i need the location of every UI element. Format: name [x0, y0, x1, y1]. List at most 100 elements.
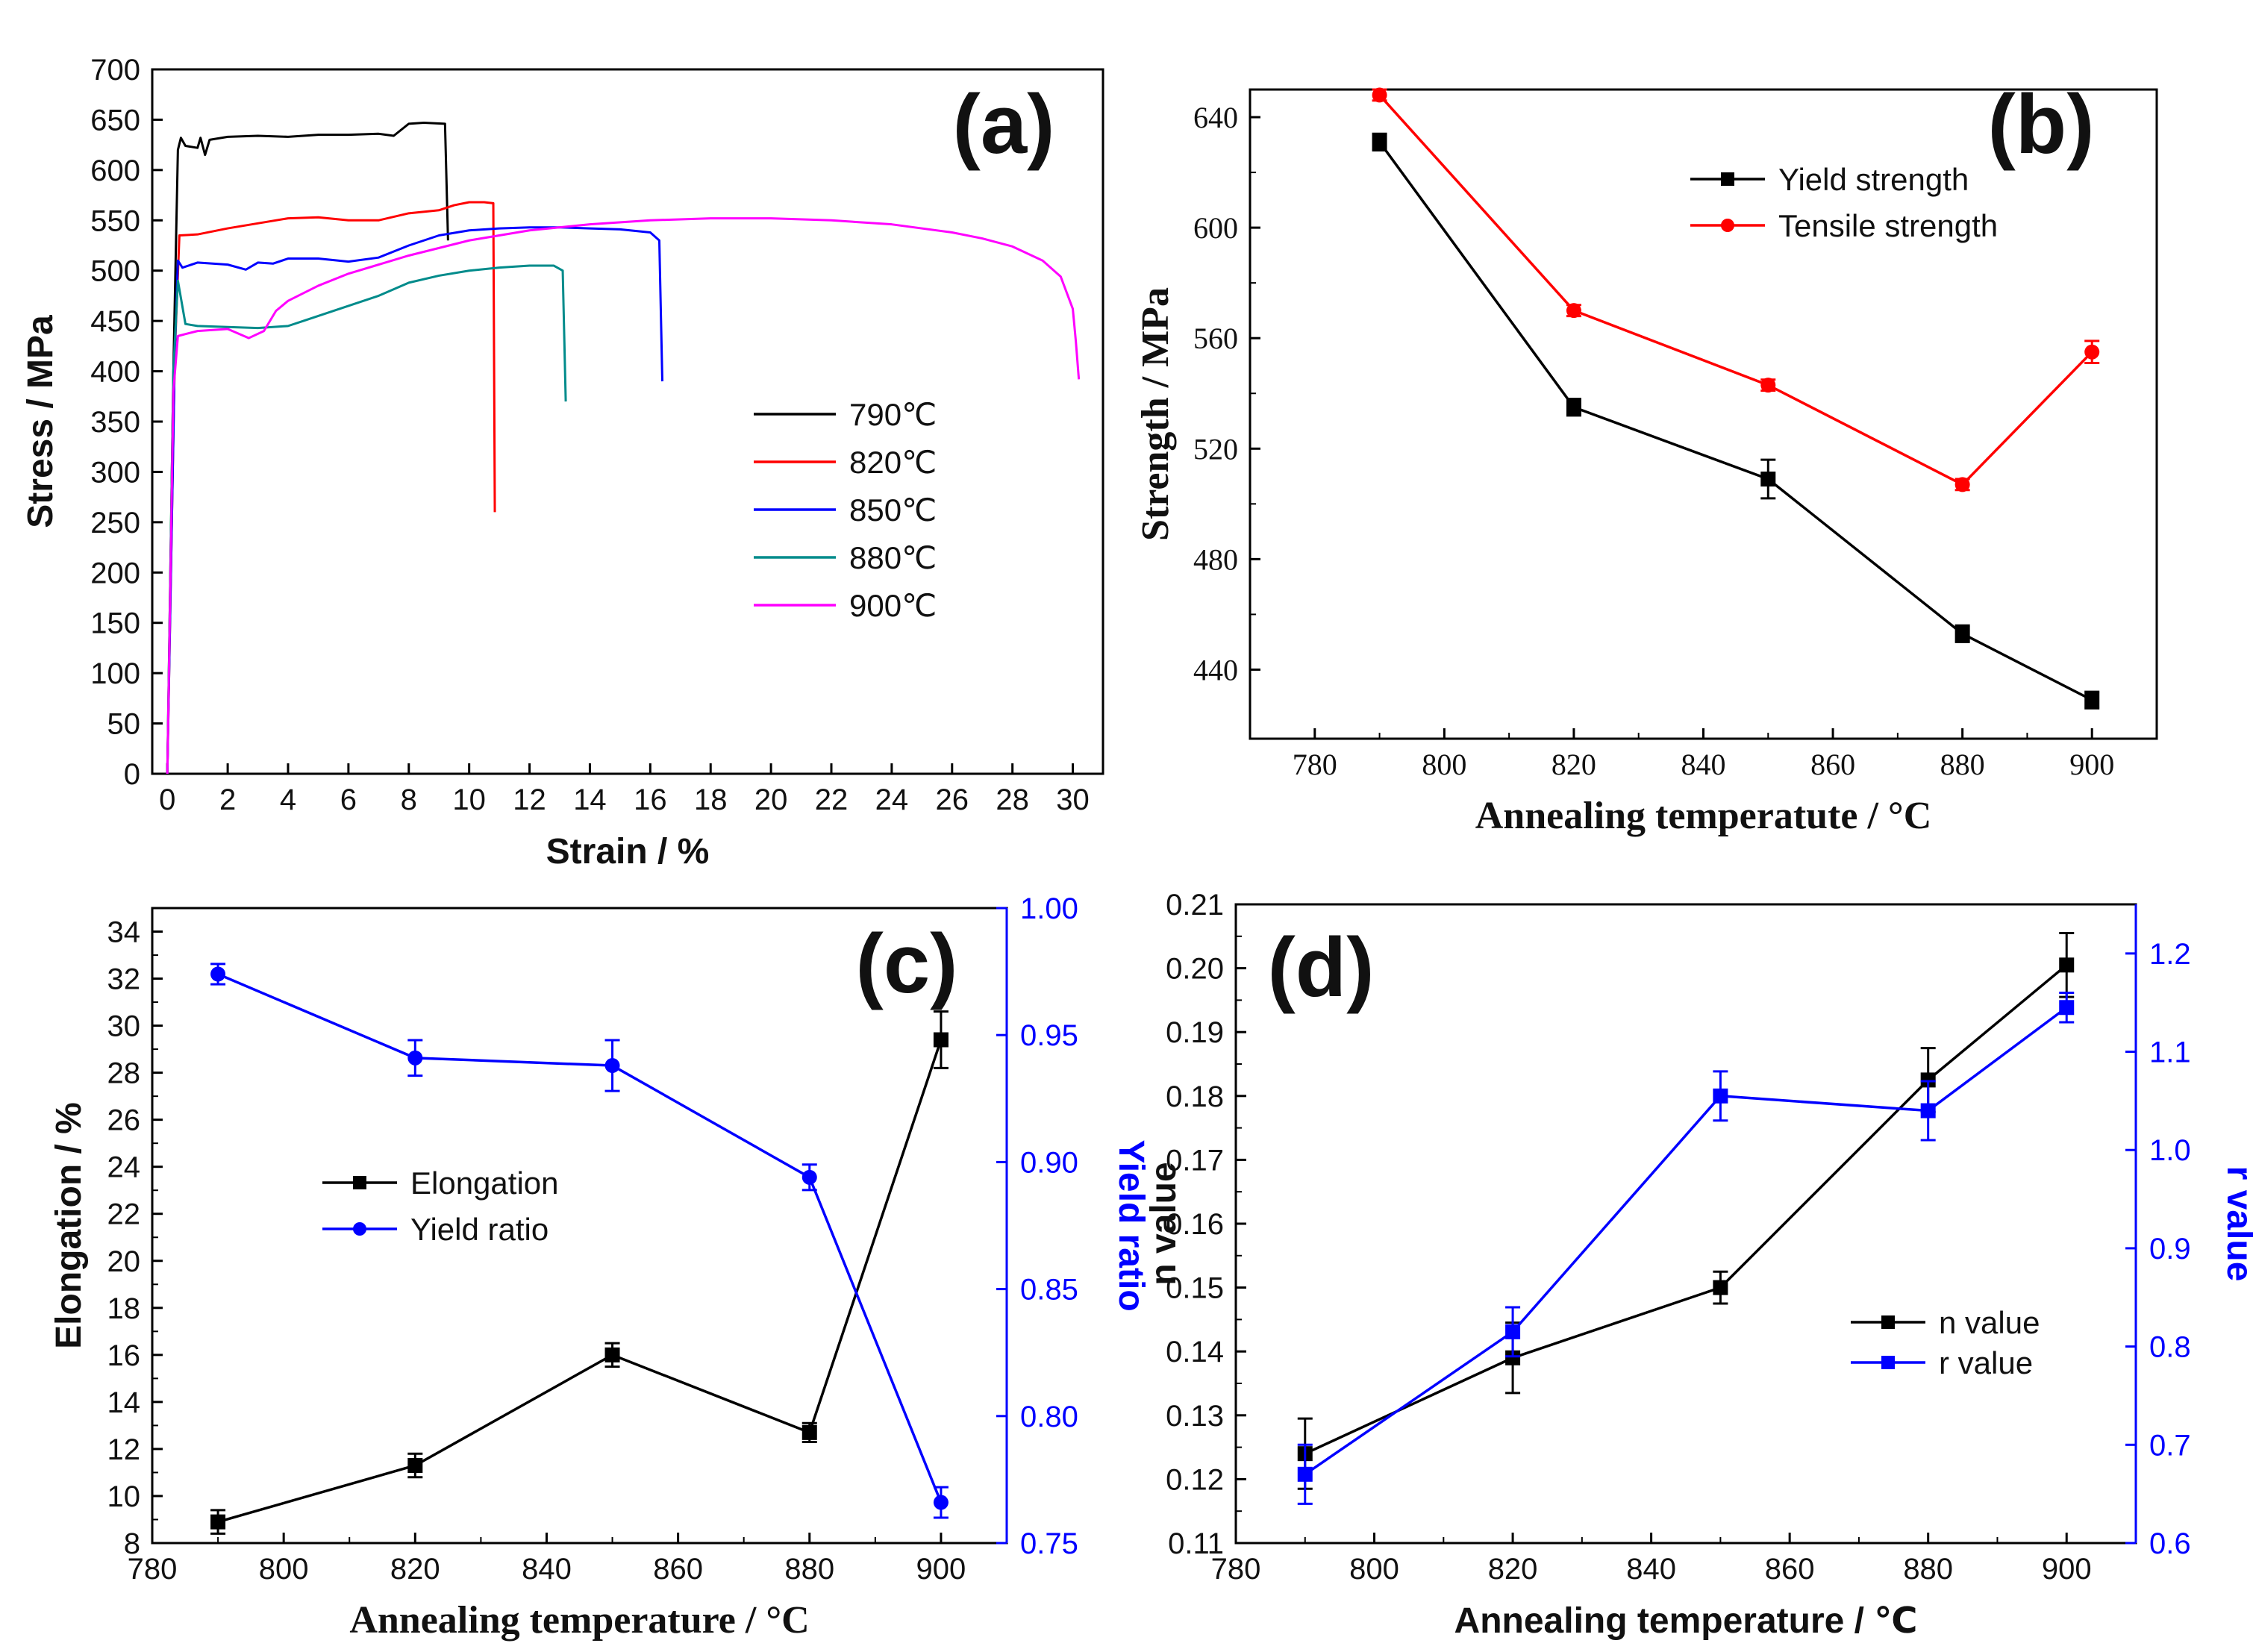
- x-tick-label: 24: [875, 783, 909, 816]
- x-tick-label: 780: [128, 1553, 178, 1586]
- y-tick-label: 12: [107, 1433, 141, 1466]
- y-right-tick-label: 0.6: [2149, 1527, 2191, 1560]
- x-tick-label: 2: [219, 783, 236, 816]
- data-point: [1713, 1088, 1728, 1104]
- x-tick-label: 820: [1488, 1553, 1538, 1586]
- data-point: [2084, 692, 2100, 708]
- y-axis-title: Strength / MPa: [1134, 287, 1177, 541]
- legend-entry-label: 900℃: [849, 588, 937, 623]
- legend-entry-label: r value: [1939, 1345, 2033, 1380]
- legend-entry-label: 820℃: [849, 445, 937, 480]
- legend-entry-label: 790℃: [849, 397, 937, 432]
- x-tick-label: 16: [634, 783, 667, 816]
- data-point: [1920, 1072, 1936, 1088]
- legend-entry-label: Yield ratio: [410, 1212, 549, 1247]
- series-line-5: [166, 217, 1081, 775]
- y-right-tick-label: 0.90: [1020, 1146, 1078, 1179]
- y-right-tick-label: 1.0: [2149, 1134, 2191, 1167]
- y-axis-title: Stress / MPa: [21, 315, 60, 528]
- legend-entry-label: n value: [1939, 1305, 2040, 1340]
- y-tick-label: 28: [107, 1057, 141, 1090]
- y-tick-label: 22: [107, 1198, 141, 1231]
- data-point: [2059, 957, 2075, 973]
- y-tick-label: 0.11: [1168, 1527, 1224, 1560]
- y-right-tick-label: 0.7: [2149, 1429, 2191, 1462]
- y-tick-label: 600: [1193, 211, 1238, 245]
- panel-b-strength: 780 800 820 840 860 880 900 440 480 520 560 600 640 A…: [1134, 78, 2158, 837]
- x-tick-label: 840: [1681, 748, 1726, 781]
- x-tick-label: 820: [1552, 748, 1596, 781]
- data-point: [933, 1495, 949, 1510]
- x-tick-label: 4: [280, 783, 296, 816]
- x-tick-label: 14: [573, 783, 607, 816]
- y-right-tick-label: 0.85: [1020, 1274, 1078, 1307]
- x-axis-title: Annealing temperature / °C: [349, 1599, 809, 1642]
- y-tick-label: 0.12: [1166, 1463, 1224, 1496]
- x-axis-title: Strain / %: [546, 832, 710, 872]
- data-point: [1954, 626, 1970, 642]
- data-point: [1954, 477, 1970, 492]
- data-point: [407, 1050, 423, 1066]
- y-tick-label: 400: [90, 356, 140, 389]
- data-point: [1297, 1466, 1313, 1482]
- x-tick-label: 840: [1626, 1553, 1676, 1586]
- y-tick-label: 32: [107, 963, 141, 996]
- x-tick-label: 880: [1940, 748, 1985, 781]
- x-tick-label: 18: [694, 783, 728, 816]
- y-right-axis-title: r value: [2219, 1166, 2253, 1282]
- x-tick-label: 10: [452, 783, 486, 816]
- data-point: [1505, 1350, 1521, 1365]
- data-point: [1760, 378, 1776, 393]
- plot-frame: [1249, 88, 2158, 740]
- y-tick-label: 0.15: [1166, 1272, 1224, 1305]
- data-point: [604, 1058, 620, 1074]
- data-point: [933, 1032, 949, 1048]
- legend-marker: [353, 1176, 366, 1189]
- data-point: [1566, 399, 1581, 415]
- y-tick-label: 14: [107, 1386, 141, 1419]
- y-tick-label: 480: [1193, 542, 1238, 576]
- y-axis-title: Elongation / %: [49, 1102, 89, 1349]
- x-tick-label: 880: [1903, 1553, 1953, 1586]
- data-point: [210, 1514, 226, 1530]
- y-tick-label: 0.21: [1166, 889, 1224, 922]
- x-tick-label: 780: [1293, 748, 1337, 781]
- x-tick-label: 26: [936, 783, 969, 816]
- legend-entry-label: Tensile strength: [1778, 208, 1998, 243]
- x-tick-label: 820: [390, 1553, 440, 1586]
- legend-entry-label: Elongation: [410, 1166, 559, 1201]
- x-tick-label: 30: [1056, 783, 1090, 816]
- y-tick-label: 650: [90, 104, 140, 137]
- y-tick-label: 640: [1193, 101, 1238, 134]
- x-axis-title: Annealing temperatute / °C: [1475, 795, 1932, 837]
- x-tick-label: 22: [815, 783, 849, 816]
- series-line-1: [217, 1039, 943, 1524]
- data-point: [1920, 1103, 1936, 1118]
- x-tick-label: 860: [1765, 1553, 1815, 1586]
- y-right-tick-label: 0.9: [2149, 1233, 2191, 1265]
- x-tick-label: 800: [1422, 748, 1466, 781]
- legend-marker: [1721, 219, 1734, 232]
- data-point: [1713, 1280, 1728, 1295]
- panel-label: (c): [856, 917, 958, 1010]
- y-tick-label: 100: [90, 657, 140, 690]
- y-right-tick-label: 0.75: [1020, 1527, 1078, 1560]
- y-tick-label: 560: [1193, 322, 1238, 355]
- y-tick-label: 8: [124, 1527, 140, 1560]
- data-point: [1505, 1324, 1521, 1339]
- y-tick-label: 20: [107, 1245, 141, 1278]
- series-line-1: [166, 121, 449, 775]
- panel-label: (d): [1267, 921, 1374, 1014]
- x-tick-label: 20: [754, 783, 788, 816]
- x-tick-label: 12: [513, 783, 546, 816]
- x-tick-label: 900: [2069, 748, 2114, 781]
- series-line-2: [217, 972, 943, 1504]
- y-right-tick-label: 0.8: [2149, 1331, 2191, 1364]
- y-tick-label: 50: [107, 708, 141, 741]
- y-tick-label: 26: [107, 1104, 141, 1137]
- y-tick-label: 0.19: [1166, 1016, 1224, 1049]
- y-tick-label: 600: [90, 154, 140, 187]
- y-tick-label: 500: [90, 255, 140, 288]
- y-tick-label: 16: [107, 1339, 141, 1372]
